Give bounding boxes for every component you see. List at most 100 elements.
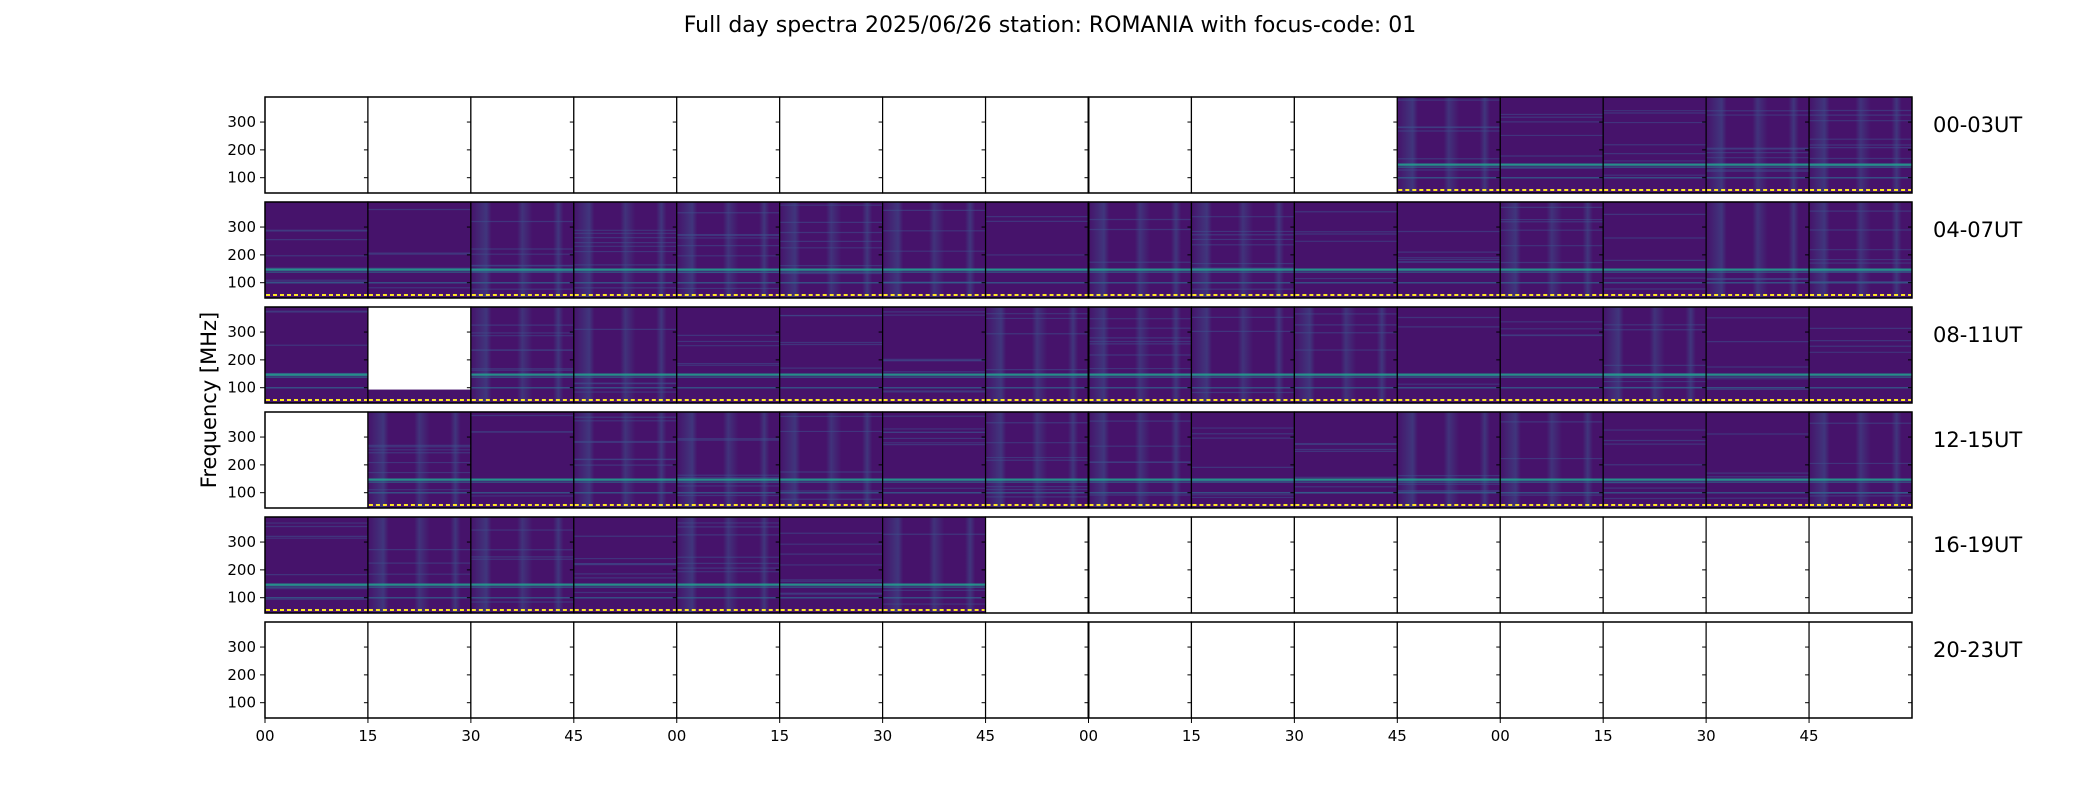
x-tick-label: 30 (1697, 727, 1716, 745)
spectrum-fill (882, 412, 986, 508)
x-tick-label: 30 (873, 727, 892, 745)
spectrum-panel (984, 516, 1090, 614)
spectrum-panel (264, 306, 369, 404)
panel-background (1397, 622, 1501, 718)
row-time-label: 08-11UT (1933, 323, 2022, 347)
y-tick-label: 100 (227, 589, 256, 607)
panel-background (676, 97, 780, 193)
y-tick-label: 100 (227, 484, 256, 502)
panel-background (265, 412, 368, 508)
spectrum-panel (1396, 516, 1501, 614)
spectrum-panel (1190, 96, 1295, 194)
panel-background (1603, 517, 1707, 613)
panel-background (779, 622, 883, 718)
panel-background (367, 622, 471, 718)
broadband-bands (573, 412, 677, 508)
spectrum-panel (367, 411, 472, 509)
broadband-bands (1191, 307, 1295, 403)
spectrum-panel (367, 306, 472, 404)
y-tick-label: 200 (227, 561, 256, 579)
spectrum-panel (1190, 516, 1295, 614)
x-tick-label: 15 (1182, 727, 1201, 745)
broadband-bands (367, 412, 471, 508)
broadband-bands (1500, 202, 1604, 298)
spectrum-fill (1706, 307, 1810, 403)
broadband-bands (1706, 202, 1810, 298)
spectra-row: 100 200 300 04-07UT (227, 201, 2022, 299)
spectrum-panel (1705, 411, 1810, 509)
spectrum-panel (1293, 306, 1398, 404)
spectrum-fill (1294, 202, 1398, 298)
spectrum-panel (1602, 96, 1707, 194)
panel-background (1191, 622, 1295, 718)
broadband-bands (1088, 307, 1192, 403)
spectrum-panel (1705, 516, 1810, 614)
spectra-row: 100 200 300 16-19UT (227, 516, 2022, 614)
panel-background (1294, 517, 1398, 613)
spectrum-panel (779, 621, 884, 719)
broadband-bands (573, 307, 677, 403)
spectrum-panel (1396, 201, 1501, 299)
broadband-bands (470, 517, 574, 613)
broadband-bands (1397, 97, 1501, 193)
broadband-bands (676, 517, 780, 613)
spectrum-panel (1499, 411, 1604, 509)
y-tick-label: 300 (227, 428, 256, 446)
spectrum-panel (1087, 306, 1193, 404)
spectrum-panel (984, 96, 1090, 194)
x-tick-label: 15 (770, 727, 789, 745)
spectrum-panel (1499, 306, 1604, 404)
y-tick-label: 200 (227, 351, 256, 369)
spectrum-fill (1397, 202, 1501, 298)
spectrum-panel (882, 201, 987, 299)
x-tick-label: 00 (1491, 727, 1510, 745)
broadband-bands (985, 307, 1089, 403)
panel-background (1294, 97, 1398, 193)
spectrum-fill (1397, 307, 1501, 403)
spectrum-panel (470, 96, 575, 194)
broadband-bands (1809, 202, 1912, 298)
y-tick-label: 300 (227, 638, 256, 656)
spectrum-panel (1087, 201, 1193, 299)
spectrum-panel (882, 96, 987, 194)
spectrum-panel (1190, 411, 1295, 509)
broadband-bands (676, 412, 780, 508)
spectrum-panel (882, 516, 987, 614)
panel-background (1191, 97, 1295, 193)
spectrum-panel (882, 621, 987, 719)
y-tick-label: 200 (227, 666, 256, 684)
panel-background (1088, 622, 1192, 718)
broadband-bands (1603, 307, 1707, 403)
y-tick-label: 200 (227, 246, 256, 264)
spectrum-panel (1705, 96, 1810, 194)
x-tick-label: 15 (1594, 727, 1613, 745)
broadband-bands (1500, 412, 1604, 508)
panel-background (985, 622, 1089, 718)
panel-background (1191, 517, 1295, 613)
panel-background (573, 97, 677, 193)
panel-grid: 100 200 300 00-03UT 100 200 300 04-07UT 100 200 30… (227, 96, 2022, 719)
spectrum-panel (1705, 621, 1810, 719)
spectra-row: 100 200 300 20-23UT (227, 621, 2022, 719)
spectrum-fill (779, 307, 883, 403)
y-tick-label: 300 (227, 323, 256, 341)
spectrum-panel (264, 621, 369, 719)
panel-background (1809, 517, 1912, 613)
row-time-label: 20-23UT (1933, 638, 2022, 662)
row-time-label: 12-15UT (1933, 428, 2022, 452)
broadband-bands (470, 202, 574, 298)
broadband-bands (1191, 202, 1295, 298)
spectrum-panel (1087, 96, 1193, 194)
spectrum-panel (1087, 621, 1193, 719)
broadband-bands (367, 517, 471, 613)
spectrum-fill (265, 202, 368, 298)
panel-background (470, 622, 574, 718)
broadband-bands (1809, 412, 1912, 508)
spectrum-panel (1087, 516, 1193, 614)
spectrum-panel (1293, 621, 1398, 719)
x-tick-label: 45 (976, 727, 995, 745)
spectrum-panel (1293, 96, 1398, 194)
panel-background (1500, 517, 1604, 613)
spectrum-panel (367, 516, 472, 614)
